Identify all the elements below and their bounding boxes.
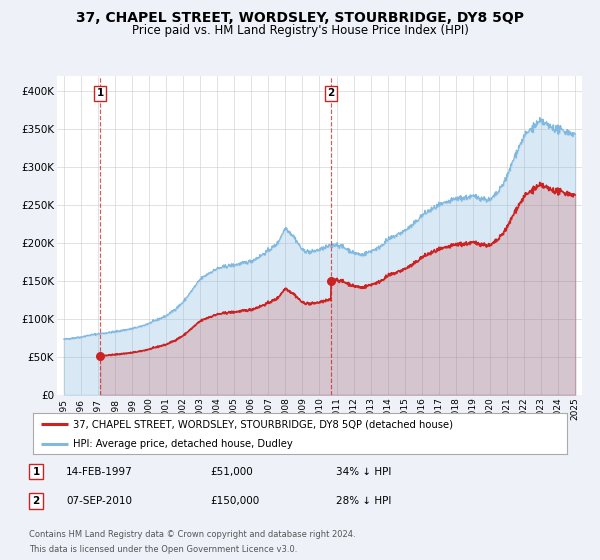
Text: £51,000: £51,000 [210,466,253,477]
Text: £150,000: £150,000 [210,496,259,506]
Text: 1: 1 [32,466,40,477]
Text: 2: 2 [328,88,335,98]
Text: 2: 2 [32,496,40,506]
Text: 37, CHAPEL STREET, WORDSLEY, STOURBRIDGE, DY8 5QP (detached house): 37, CHAPEL STREET, WORDSLEY, STOURBRIDGE… [73,419,453,429]
Text: This data is licensed under the Open Government Licence v3.0.: This data is licensed under the Open Gov… [29,545,297,554]
Text: 1: 1 [97,88,104,98]
Text: 34% ↓ HPI: 34% ↓ HPI [336,466,391,477]
Text: HPI: Average price, detached house, Dudley: HPI: Average price, detached house, Dudl… [73,438,293,449]
Text: 37, CHAPEL STREET, WORDSLEY, STOURBRIDGE, DY8 5QP: 37, CHAPEL STREET, WORDSLEY, STOURBRIDGE… [76,11,524,25]
Text: 28% ↓ HPI: 28% ↓ HPI [336,496,391,506]
Text: Contains HM Land Registry data © Crown copyright and database right 2024.: Contains HM Land Registry data © Crown c… [29,530,355,539]
Text: 14-FEB-1997: 14-FEB-1997 [66,466,133,477]
Text: Price paid vs. HM Land Registry's House Price Index (HPI): Price paid vs. HM Land Registry's House … [131,24,469,36]
Text: 07-SEP-2010: 07-SEP-2010 [66,496,132,506]
